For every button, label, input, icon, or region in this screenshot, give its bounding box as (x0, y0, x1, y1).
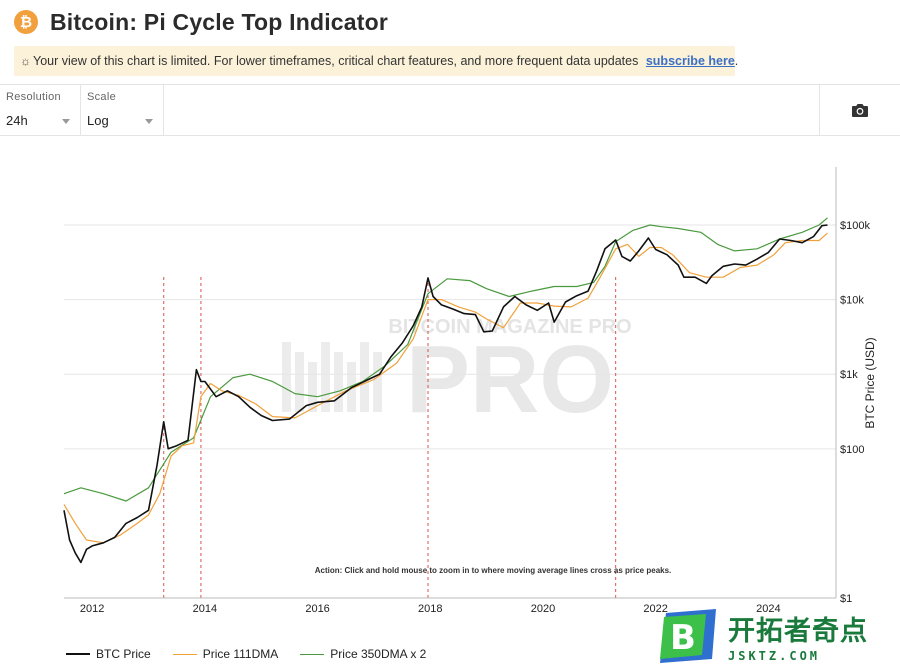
x-tick-label: 2024 (756, 603, 780, 615)
limited-view-notice: ☼ Your view of this chart is limited. Fo… (14, 46, 739, 76)
y-axis-label: BTC Price (USD) (863, 337, 877, 428)
legend-swatch (300, 653, 325, 655)
watermark-bar (308, 362, 317, 412)
notice-text: Your view of this chart is limited. For … (33, 54, 642, 68)
watermark-bar (295, 352, 304, 412)
legend-item-price-350dma-x2[interactable]: Price 350DMA x 2 (300, 647, 426, 661)
x-tick-label: 2018 (418, 603, 442, 615)
bitcoin-logo-icon: ₿ (14, 10, 38, 34)
x-tick-label: 2014 (193, 603, 217, 615)
x-tick-label: 2022 (643, 603, 667, 615)
site-watermark-url: JSKTZ.COM (728, 648, 821, 663)
legend-item-price-111dma[interactable]: Price 111DMA (172, 647, 279, 661)
notice-tail: . (734, 54, 739, 68)
watermark-bar (373, 352, 382, 412)
chevron-down-icon (62, 119, 70, 124)
chart-legend: BTC Price Price 111DMA Price 350DMA x 2 (66, 645, 426, 663)
y-tick-label: $100 (840, 444, 864, 456)
legend-swatch (172, 653, 197, 655)
x-tick-label: 2020 (531, 603, 555, 615)
b-badge-icon: B (656, 608, 720, 663)
y-tick-label: $1k (840, 369, 858, 381)
scale-value: Log (87, 113, 109, 128)
y-tick-label: $1 (840, 593, 852, 605)
chart-annotation: Action: Click and hold mouse to zoom in … (315, 566, 672, 575)
watermark-pro-text: PRO (406, 326, 614, 433)
screenshot-button[interactable] (819, 85, 900, 135)
x-tick-label: 2012 (80, 603, 104, 615)
y-tick-label: $10k (840, 295, 864, 307)
legend-label: Price 111DMA (202, 647, 279, 661)
series-line-price-111dma (63, 232, 828, 544)
series-line-price-350dma-x-2 (63, 217, 828, 502)
chevron-down-icon (145, 119, 153, 124)
legend-swatch (66, 653, 90, 655)
site-watermark-text: 开拓者奇点 (728, 615, 868, 647)
camera-icon (852, 103, 868, 117)
page-title: Bitcoin: Pi Cycle Top Indicator (50, 8, 389, 35)
legend-label: Price 350DMA x 2 (330, 647, 427, 661)
legend-item-btc-price[interactable]: BTC Price (66, 647, 151, 661)
watermark-bar (321, 342, 330, 412)
scale-select[interactable]: Scale Log (81, 85, 164, 135)
watermark-bar (282, 342, 291, 412)
series-lines (63, 217, 828, 564)
x-tick-label: 2016 (305, 603, 329, 615)
watermark-bar (360, 342, 369, 412)
series-line-btc-price (63, 224, 828, 564)
chart-controls: Resolution 24h Scale Log (0, 84, 900, 136)
watermark-bar (334, 352, 343, 412)
page-header: ₿ Bitcoin: Pi Cycle Top Indicator (14, 6, 388, 38)
site-watermark: B 开拓者奇点 JSKTZ.COM (656, 606, 900, 665)
watermark-text: BITCOIN MAGAZINE PRO (388, 316, 631, 338)
scale-label: Scale (87, 91, 117, 103)
resolution-label: Resolution (6, 91, 61, 103)
legend-label: BTC Price (96, 647, 151, 661)
y-tick-label: $100k (840, 220, 870, 232)
resolution-value: 24h (6, 113, 28, 128)
resolution-select[interactable]: Resolution 24h (0, 85, 81, 135)
axes: $1 $100 $1k $10k $100k 2012 2014 2016 2018 2020 20… (64, 167, 870, 615)
subscribe-link[interactable]: subscribe here (645, 54, 735, 68)
svg-text:B: B (670, 618, 696, 658)
sun-icon: ☼ (20, 54, 31, 68)
